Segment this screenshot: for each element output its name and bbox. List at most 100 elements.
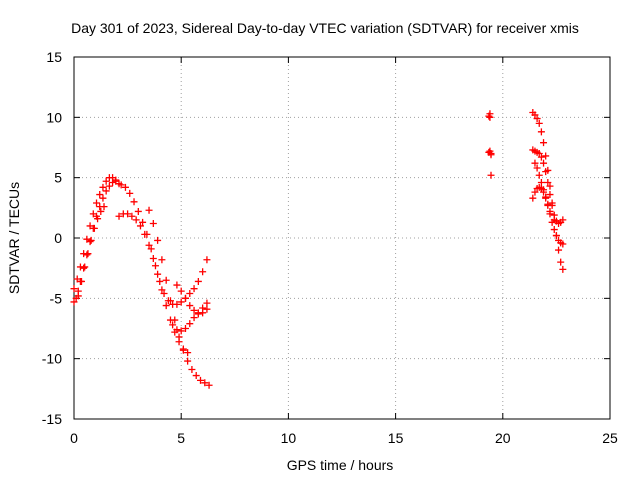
data-point [102,177,110,185]
data-point [199,268,207,276]
data-points [70,109,567,389]
data-point [548,218,556,226]
data-point [537,178,545,186]
data-point [151,262,159,270]
x-axis-label: GPS time / hours [287,457,394,473]
data-point [188,366,196,374]
data-point [559,265,567,273]
data-point [544,178,552,186]
data-point [83,235,91,243]
data-point [535,119,543,127]
y-tick-label: -15 [42,411,62,427]
data-point [542,193,550,201]
data-point [203,256,211,264]
data-point [205,381,213,389]
data-point [177,287,185,295]
data-point [124,210,132,218]
x-tick-label: 0 [70,430,78,446]
data-point [173,281,181,289]
data-point [162,302,170,310]
data-point [141,230,149,238]
series-arc-9 [485,110,495,179]
data-point [81,263,89,271]
data-point [173,326,181,334]
data-point [486,113,494,121]
y-tick-label: 5 [54,170,62,186]
data-point [186,290,194,298]
data-point [156,277,164,285]
y-tick-label: -5 [50,290,63,306]
data-point [96,191,104,199]
x-tick-label: 5 [177,430,185,446]
tick-labels: 0 5 10 15 20 25 -15 -10 -5 0 5 10 15 [42,49,618,446]
axis-ticks [73,56,611,420]
data-point [134,207,142,215]
data-point [149,255,157,263]
data-point [559,240,567,248]
data-point [94,215,102,223]
data-point [179,346,187,354]
data-point [192,372,200,380]
data-point [90,224,98,232]
series-arc-13 [531,159,554,215]
data-point [121,183,129,191]
y-tick-label: 10 [46,109,62,125]
data-point [73,275,81,283]
data-point [177,298,185,306]
data-point [136,222,144,230]
data-point [166,297,174,305]
data-point [203,305,211,313]
data-point [139,218,147,226]
data-point [190,285,198,293]
data-point [535,171,543,179]
data-point [93,199,101,207]
data-point [145,206,153,214]
data-point [86,222,94,230]
data-point [531,159,539,167]
data-point [537,153,545,161]
data-point [546,207,554,215]
chart-title: Day 301 of 2023, Sidereal Day-to-day VTE… [71,20,579,36]
data-point [196,376,204,384]
data-point [169,321,177,329]
data-point [149,220,157,228]
y-tick-label: 15 [46,49,62,65]
data-point [78,277,86,285]
data-point [97,207,105,215]
data-point [162,276,170,284]
data-point [173,300,181,308]
data-point [542,152,550,160]
data-point [105,182,113,190]
data-point [555,246,563,254]
data-point [557,258,565,266]
y-tick-label: -10 [42,351,62,367]
data-point [533,115,541,123]
data-point [128,212,136,220]
data-point [80,264,88,272]
grid-lines [74,57,610,419]
y-tick-label: 0 [54,230,62,246]
data-point [546,191,554,199]
data-point [100,203,108,211]
data-point [194,310,202,318]
data-point [181,325,189,332]
data-point [203,299,211,307]
data-point [550,226,558,234]
data-point [550,211,558,219]
data-point [84,250,92,258]
data-point [559,216,567,224]
data-point [199,309,207,317]
series-arc-5 [115,210,192,357]
data-point [74,292,82,300]
data-point [117,181,125,189]
data-point [158,256,166,264]
data-point [83,251,91,259]
data-point [147,245,155,253]
data-point [126,189,134,197]
series-arc-11 [529,146,567,228]
x-tick-label: 10 [281,430,297,446]
data-point [485,112,493,120]
data-point [160,290,168,298]
data-point [546,182,554,190]
